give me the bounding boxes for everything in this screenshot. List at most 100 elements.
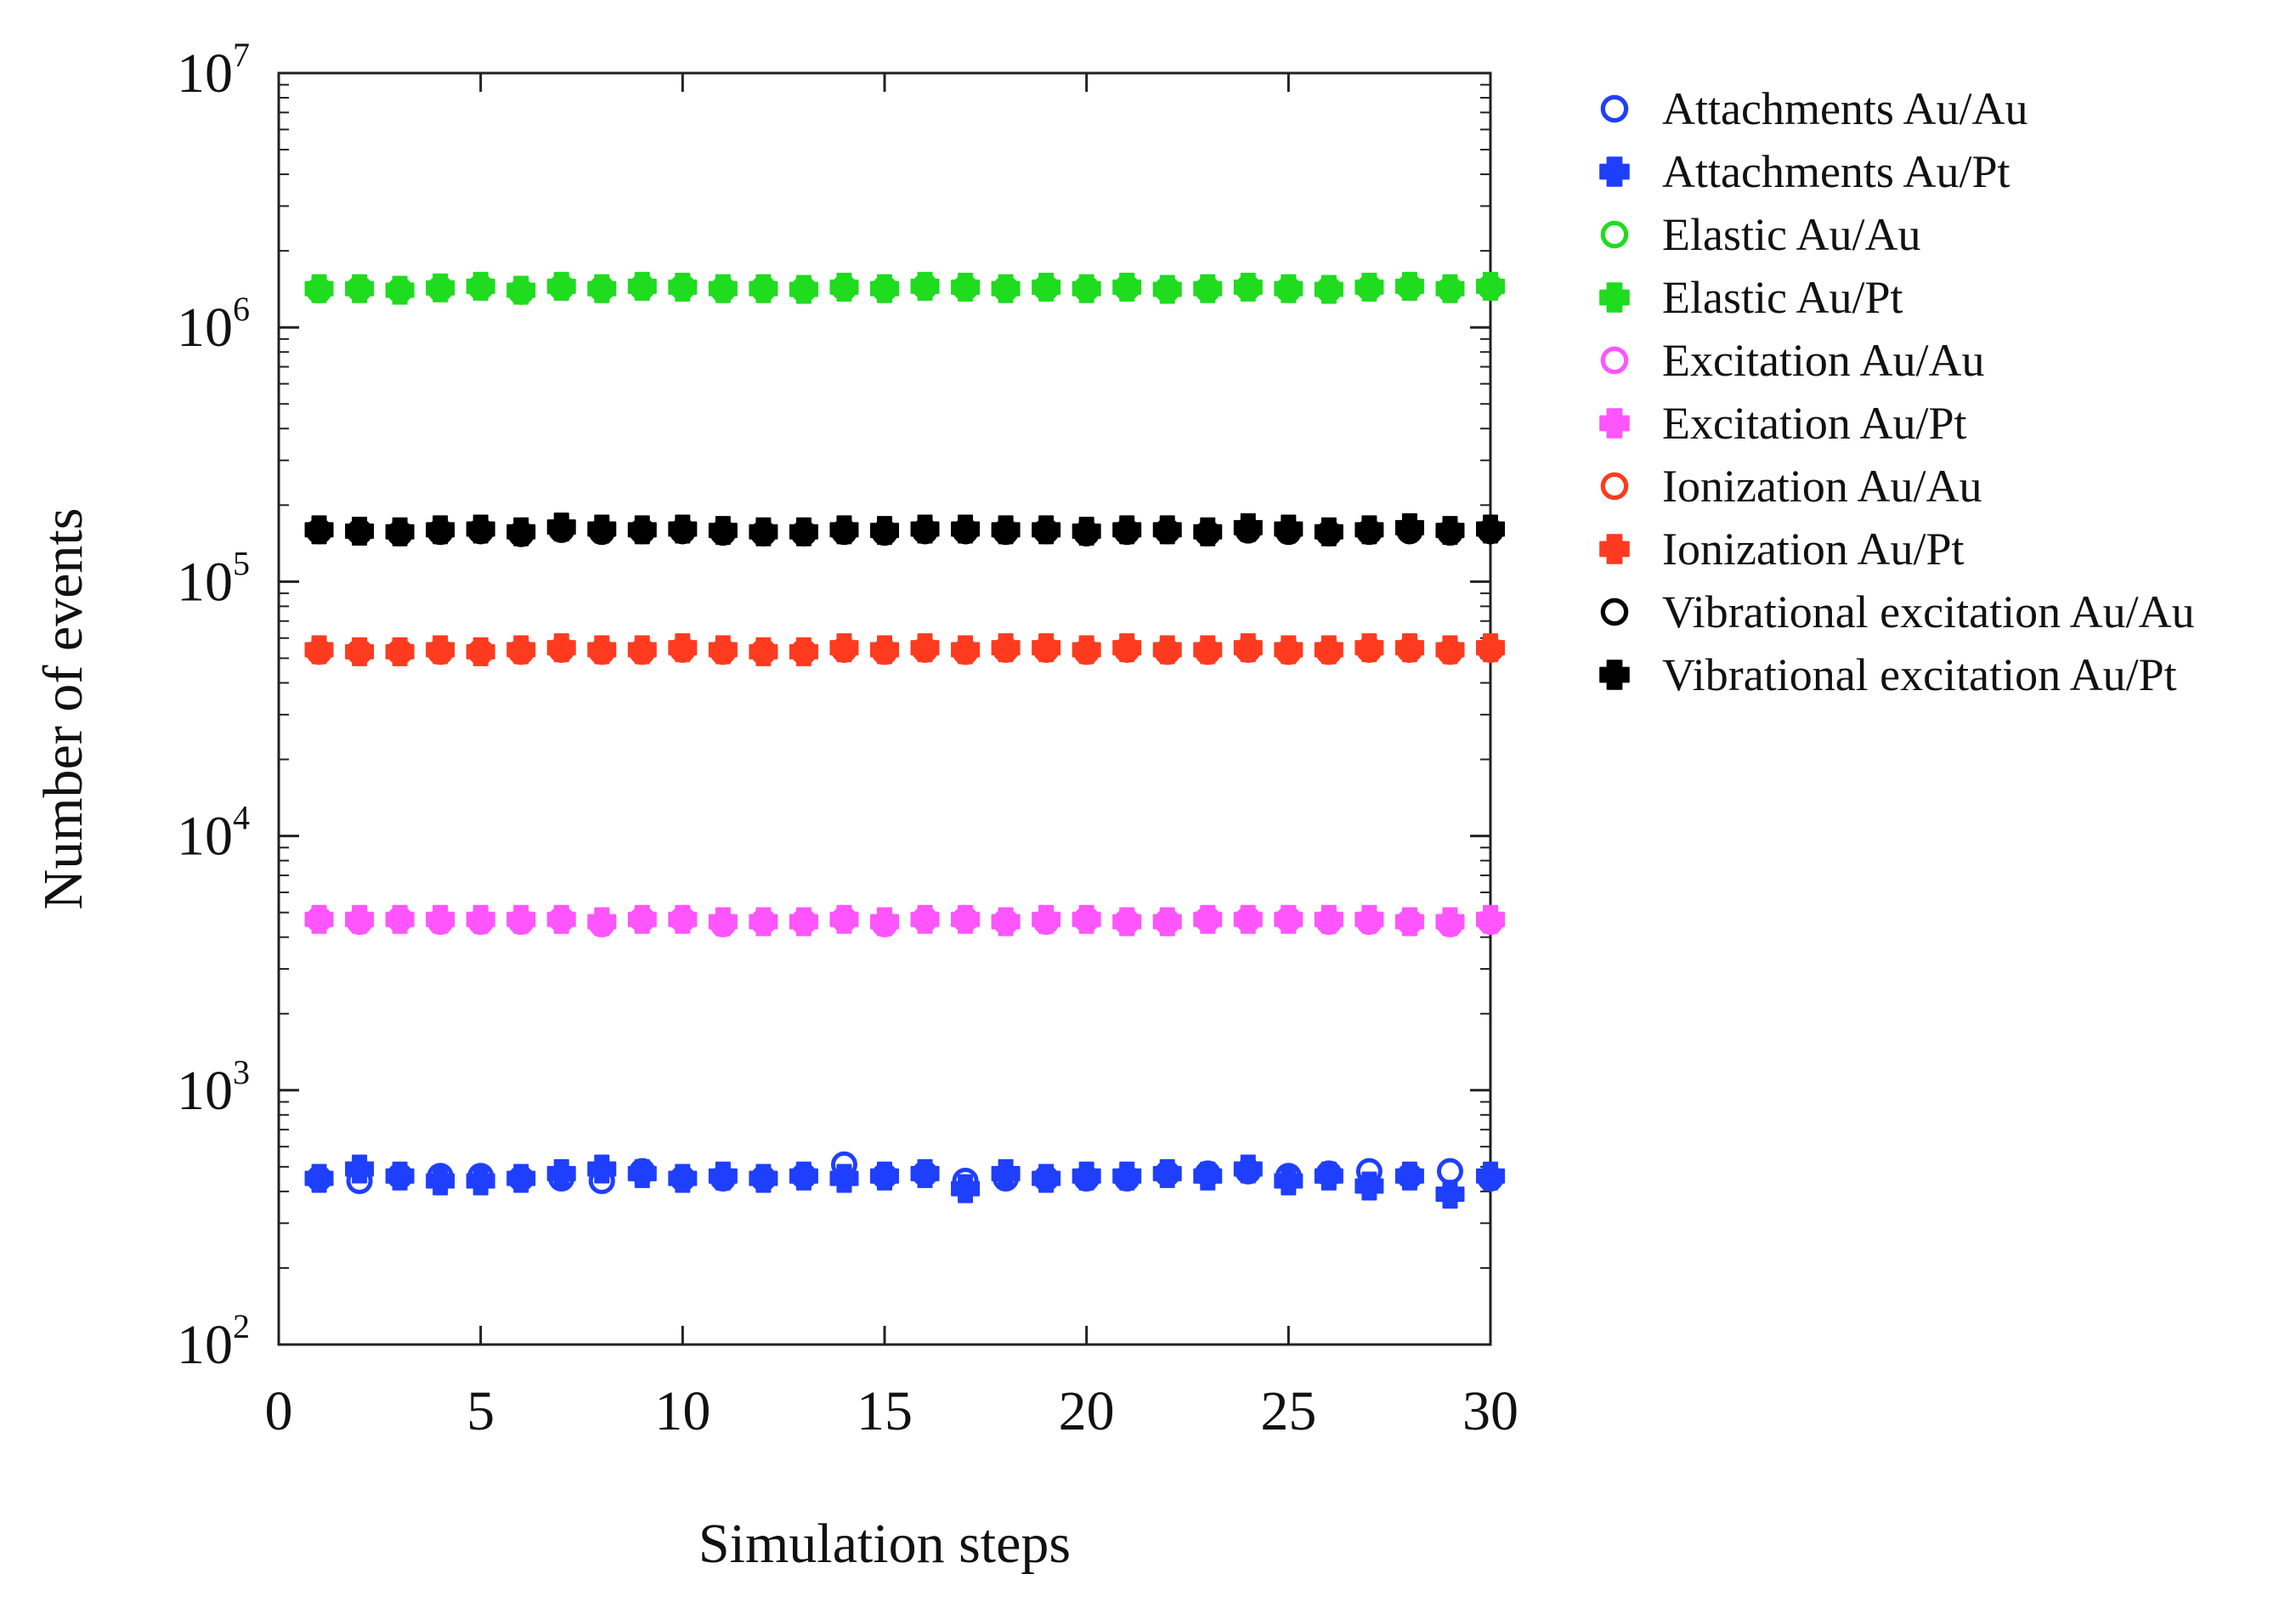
data-point xyxy=(345,1154,375,1184)
data-point xyxy=(385,637,415,666)
data-point xyxy=(1152,1158,1182,1188)
legend-item: Vibrational excitation Au/Pt xyxy=(1599,649,2177,700)
data-point xyxy=(345,516,375,546)
data-point xyxy=(991,1158,1021,1188)
data-point xyxy=(910,633,940,663)
data-point xyxy=(627,635,657,665)
data-point xyxy=(1032,904,1061,934)
data-point xyxy=(304,904,334,934)
data-point xyxy=(749,1164,778,1193)
data-point xyxy=(304,635,334,665)
data-point xyxy=(1435,274,1465,303)
data-point xyxy=(1435,635,1465,665)
data-point xyxy=(951,514,981,544)
y-tick-label: 105 xyxy=(177,544,250,613)
data-point xyxy=(1435,907,1465,937)
y-tick-label: 104 xyxy=(177,799,250,868)
data-point xyxy=(668,272,698,302)
data-point xyxy=(587,1154,617,1184)
data-point xyxy=(1072,516,1101,546)
data-point xyxy=(426,515,455,545)
data-point xyxy=(506,1164,536,1193)
data-point xyxy=(587,635,617,665)
data-point xyxy=(466,1166,495,1196)
data-point xyxy=(506,275,536,305)
data-point xyxy=(1233,512,1263,542)
data-point xyxy=(385,904,415,934)
data-point xyxy=(870,274,899,303)
series-attachments-au-pt xyxy=(304,1154,1505,1209)
data-point xyxy=(829,904,859,934)
legend-label: Ionization Au/Au xyxy=(1662,461,1982,512)
legend-label: Vibrational excitation Au/Pt xyxy=(1662,649,2177,700)
series-vibrational-excitation-au-pt xyxy=(304,512,1505,546)
data-point xyxy=(668,633,698,663)
plot-area xyxy=(277,71,1492,1346)
data-point xyxy=(789,637,818,666)
data-point xyxy=(1193,274,1223,303)
legend-item: Excitation Au/Au xyxy=(1600,335,1984,386)
data-point xyxy=(870,635,899,665)
data-point xyxy=(546,271,576,301)
data-point xyxy=(749,274,778,303)
legend-item: Ionization Au/Au xyxy=(1600,461,1982,512)
data-point xyxy=(1394,512,1424,542)
legend-label: Attachments Au/Pt xyxy=(1662,146,2010,197)
data-point xyxy=(345,904,375,934)
data-point xyxy=(910,904,940,934)
data-point xyxy=(1112,907,1142,937)
data-point xyxy=(1072,1161,1101,1191)
data-point xyxy=(426,273,455,303)
data-point xyxy=(1233,1154,1263,1184)
data-point xyxy=(426,635,455,665)
legend-label: Attachments Au/Au xyxy=(1662,83,2027,134)
data-point xyxy=(1394,633,1424,663)
legend-marker xyxy=(1600,597,1629,626)
data-point xyxy=(1354,904,1384,934)
legend-item: Elastic Au/Pt xyxy=(1599,272,1903,323)
data-point xyxy=(1233,633,1263,663)
data-point xyxy=(1314,904,1343,934)
data-point xyxy=(1354,272,1384,302)
data-point xyxy=(749,637,778,666)
data-point xyxy=(951,272,981,302)
data-point xyxy=(870,1161,899,1191)
data-point xyxy=(1476,514,1505,544)
legend-label: Elastic Au/Pt xyxy=(1662,272,1903,323)
y-axis-ticks: 102 103 104 105 106 107 xyxy=(177,36,1490,1376)
data-point xyxy=(385,517,415,546)
data-point xyxy=(1193,1161,1223,1191)
legend-item: Excitation Au/Pt xyxy=(1599,398,1967,449)
data-point xyxy=(708,516,738,546)
x-tick-label: 0 xyxy=(265,1380,293,1442)
legend-item: Attachments Au/Pt xyxy=(1599,146,2010,197)
data-point xyxy=(1274,904,1304,934)
legend-item: Elastic Au/Au xyxy=(1600,209,1920,260)
data-point xyxy=(789,1161,818,1191)
legend-marker xyxy=(1600,220,1629,249)
data-point xyxy=(1274,514,1304,544)
legend-label: Excitation Au/Pt xyxy=(1662,398,1967,449)
data-point xyxy=(1476,271,1505,301)
data-point xyxy=(1032,272,1061,302)
legend-item: Vibrational excitation Au/Au xyxy=(1600,586,2195,637)
data-point xyxy=(1112,515,1142,545)
data-point xyxy=(789,275,818,304)
data-point xyxy=(1032,1164,1061,1193)
data-point xyxy=(910,514,940,544)
data-point xyxy=(587,274,617,303)
data-point xyxy=(1476,633,1505,663)
data-point xyxy=(587,514,617,544)
data-point xyxy=(1394,271,1424,301)
data-point xyxy=(910,271,940,301)
x-axis-title: Simulation steps xyxy=(698,1513,1071,1575)
data-point xyxy=(1032,515,1061,545)
data-point xyxy=(506,904,536,934)
data-point xyxy=(789,517,818,546)
legend-marker xyxy=(1599,282,1630,313)
legend-label: Vibrational excitation Au/Au xyxy=(1662,586,2195,637)
data-point xyxy=(345,637,375,666)
data-point xyxy=(1394,1161,1424,1191)
data-point xyxy=(1032,633,1061,663)
data-point xyxy=(991,633,1021,663)
